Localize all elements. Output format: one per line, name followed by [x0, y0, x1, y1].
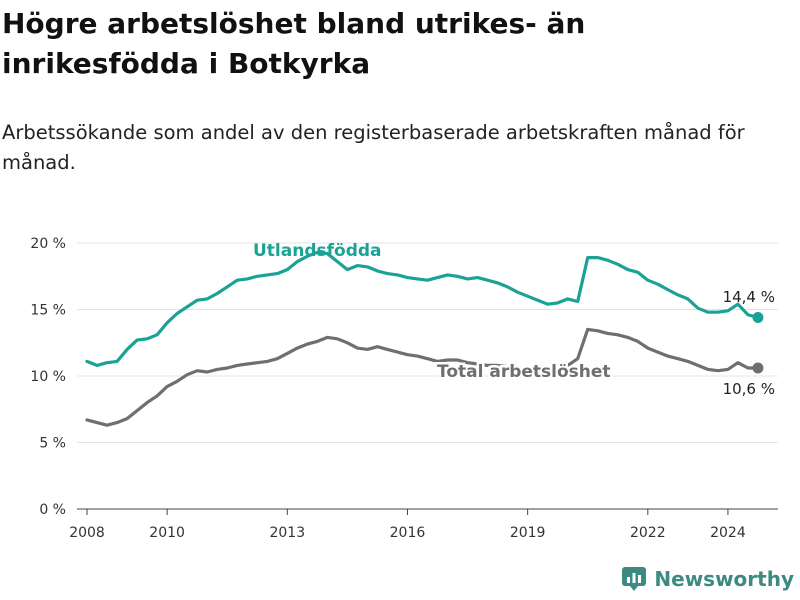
- x-tick-label: 2024: [710, 525, 746, 541]
- chart-labels: Utlandsfödda Total arbetslöshet 14,4 % 10,6…: [253, 241, 775, 398]
- axes: 0 % 5 % 10 % 15 % 20 % 2008 2010 2013 2016 2019 20…: [30, 236, 778, 541]
- x-tick-label: 2016: [390, 525, 426, 541]
- chart-subtitle: Arbetssökande som andel av den registerb…: [2, 121, 745, 174]
- y-tick-label: 20 %: [30, 236, 66, 252]
- series-name-label: Utlandsfödda: [253, 241, 382, 261]
- x-tick-label: 2010: [149, 525, 185, 541]
- brand-logo[interactable]: Newsworthy: [621, 566, 794, 592]
- x-tick-label: 2019: [510, 525, 546, 541]
- x-tick-label: 2008: [69, 525, 105, 541]
- series-name-label: Total arbetslöshet: [437, 362, 611, 382]
- y-tick-label: 10 %: [30, 369, 66, 385]
- series-lines: [85, 250, 764, 427]
- chart-title: Högre arbetslöshet bland utrikes- än inr…: [2, 7, 586, 80]
- x-tick-label: 2013: [269, 525, 305, 541]
- x-tick-label: 2022: [630, 525, 666, 541]
- y-tick-label: 15 %: [30, 303, 66, 319]
- series-end-label: 14,4 %: [723, 288, 775, 306]
- series-line-total: [85, 327, 760, 427]
- newsworthy-logo-icon: [622, 567, 647, 591]
- series-line-utlandsfodda: [85, 250, 760, 367]
- series-end-point: [752, 362, 764, 374]
- series-end-point: [752, 311, 764, 323]
- y-tick-label: 0 %: [39, 502, 66, 518]
- gridlines: [77, 242, 778, 443]
- series-end-label: 10,6 %: [723, 380, 775, 398]
- brand-name: Newsworthy: [654, 567, 794, 591]
- y-tick-label: 5 %: [39, 436, 66, 452]
